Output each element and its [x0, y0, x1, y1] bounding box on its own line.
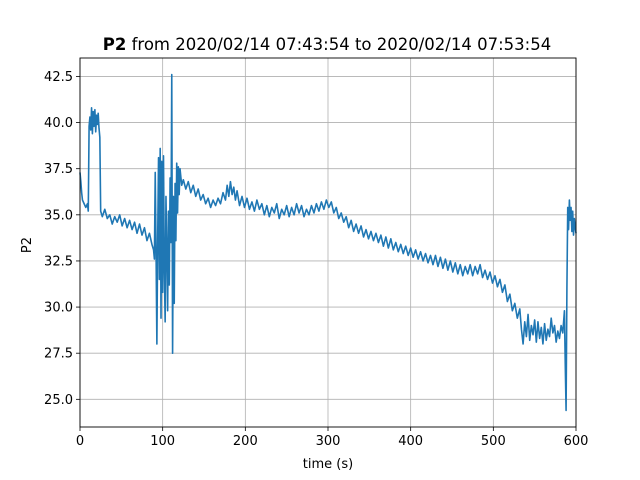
- x-tick-label: 400: [398, 434, 423, 449]
- x-tick-label: 300: [316, 434, 341, 449]
- x-tick-label: 200: [233, 434, 258, 449]
- y-tick-label: 35.0: [44, 208, 73, 223]
- x-axis-label: time (s): [303, 457, 353, 472]
- y-tick-label: 25.0: [44, 393, 73, 408]
- chart-title-range: from 2020/02/14 07:43:54 to 2020/02/14 0…: [126, 35, 551, 54]
- y-tick-label: 42.5: [44, 70, 73, 85]
- x-tick-label: 0: [76, 434, 84, 449]
- y-tick-label: 27.5: [44, 347, 73, 362]
- chart-title: P2 from 2020/02/14 07:43:54 to 2020/02/1…: [103, 35, 551, 54]
- x-tick-label: 100: [150, 434, 175, 449]
- chart-title-variable: P2: [103, 35, 127, 54]
- y-tick-label: 40.0: [44, 116, 73, 131]
- series: [79, 73, 577, 412]
- series-line: [79, 73, 577, 412]
- x-tick-label: 600: [564, 434, 589, 449]
- y-tick-label: 30.0: [44, 301, 73, 316]
- x-tick-label: 500: [481, 434, 506, 449]
- y-axis-label: P2: [20, 237, 35, 253]
- y-tick-label: 32.5: [44, 254, 73, 269]
- y-tick-label: 37.5: [44, 162, 73, 177]
- ticks: 0 100 200 300 400 500 600 25.0 27.5 30.0 32.5 35.0 3…: [44, 70, 588, 449]
